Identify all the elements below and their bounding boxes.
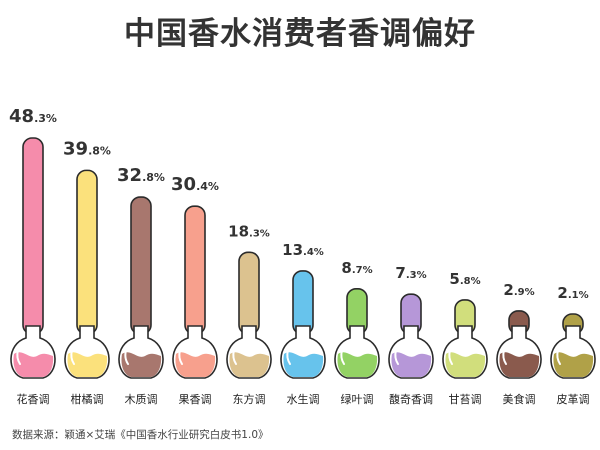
data-source: 数据来源：颖通×艾瑞《中国香水行业研究白皮书1.0》 [12, 429, 269, 441]
bottle-highlight [286, 349, 291, 365]
category-label: 东方调 [233, 392, 266, 406]
bottle-highlight [16, 349, 21, 365]
bottle-highlight [178, 349, 183, 365]
value-label: 30.4% [171, 174, 219, 195]
category-label: 绿叶调 [341, 392, 374, 406]
bar-group: 48.3% 花香调 [9, 106, 57, 406]
value-label: 39.8% [63, 138, 111, 159]
bottle-liquid [499, 352, 540, 377]
value-label: 2.9% [503, 281, 534, 299]
bar-group: 8.7% 绿叶调 [334, 259, 380, 406]
bottle-highlight [502, 349, 507, 365]
bar-group: 32.8% 木质调 [117, 165, 165, 406]
category-label: 木质调 [125, 393, 158, 406]
bar [22, 137, 44, 335]
chart-title: 中国香水消费者香调偏好 [124, 16, 476, 52]
bar-group: 2.1% 皮革调 [550, 284, 596, 406]
category-label: 柑橘调 [71, 392, 104, 406]
bottle-liquid [553, 352, 594, 377]
category-label: 花香调 [17, 393, 50, 406]
bar [238, 251, 260, 335]
bottle-highlight [70, 349, 75, 365]
bottle-liquid [229, 352, 270, 377]
bar-group: 2.9% 美食调 [496, 281, 542, 406]
bar [76, 169, 98, 335]
bottle-liquid [337, 352, 378, 377]
bottle-liquid [67, 352, 108, 377]
bar-group: 39.8% 柑橘调 [63, 138, 111, 406]
category-label: 美食调 [503, 392, 536, 406]
bottle-highlight [556, 349, 561, 365]
bar-group: 13.4% 水生调 [280, 241, 326, 406]
bar-group: 30.4% 果香调 [171, 174, 219, 406]
value-label: 8.7% [341, 259, 372, 277]
value-label: 7.3% [395, 264, 426, 282]
bottle-liquid [121, 352, 162, 377]
bottle-highlight [448, 349, 453, 365]
bar-group: 7.3% 馥奇香调 [388, 264, 434, 406]
value-label: 2.1% [557, 284, 588, 302]
bottle-liquid [283, 352, 324, 377]
bar [130, 196, 152, 335]
bar-group: 18.3% 东方调 [226, 222, 272, 406]
category-label: 甘苔调 [449, 392, 482, 406]
bar [184, 205, 206, 335]
value-label: 32.8% [117, 165, 165, 186]
bottle-highlight [340, 349, 345, 365]
bar-group: 5.8% 甘苔调 [442, 270, 488, 406]
bottle-liquid [175, 352, 216, 377]
value-label: 5.8% [449, 270, 480, 288]
category-label: 馥奇香调 [389, 392, 433, 406]
value-label: 48.3% [9, 106, 57, 127]
category-label: 水生调 [287, 392, 320, 406]
category-label: 果香调 [179, 393, 212, 406]
value-label: 13.4% [282, 241, 324, 259]
bottle-liquid [391, 352, 432, 377]
value-label: 18.3% [228, 222, 270, 240]
bottle-liquid [445, 352, 486, 377]
bar [292, 270, 314, 335]
bottle-highlight [124, 349, 129, 365]
category-label: 皮革调 [557, 392, 590, 406]
bottle-highlight [232, 349, 237, 365]
bottle-highlight [394, 349, 399, 365]
bottle-liquid [13, 352, 54, 377]
